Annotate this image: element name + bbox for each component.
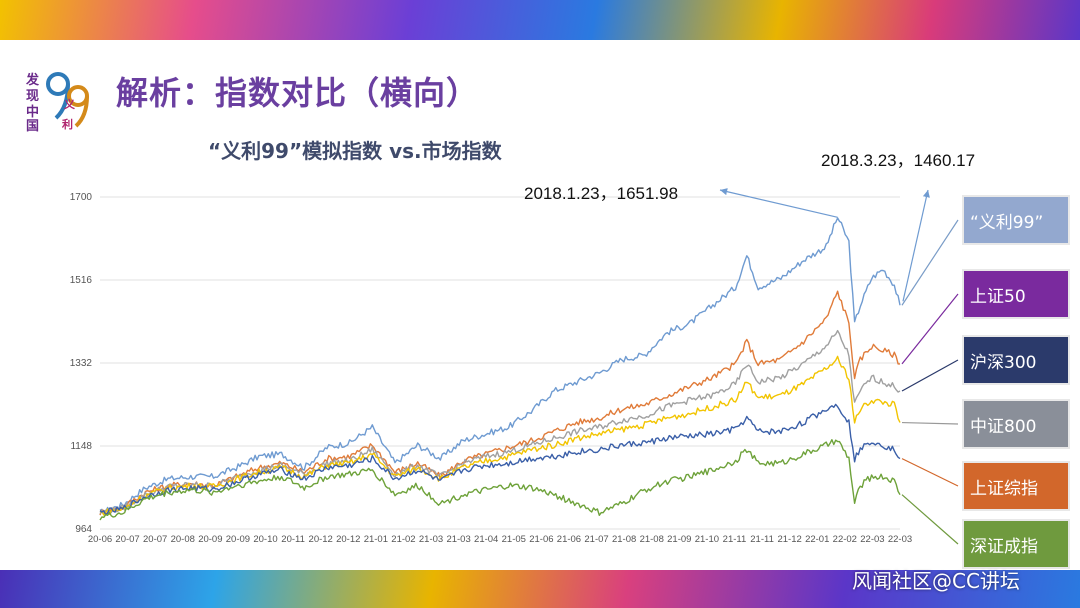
x-tick-label: 21-08 [640, 534, 664, 545]
x-tick-label: 21-06 [557, 534, 581, 545]
x-tick-label: 20-08 [171, 534, 195, 545]
legend-zz800: 中证800 [962, 399, 1070, 449]
decorative-bottom-band [0, 570, 1080, 608]
logo-icon: 发 现 中 国 义 利 [25, 72, 89, 132]
x-tick-label: 21-06 [529, 534, 553, 545]
legend-connector [901, 359, 959, 392]
x-tick-label: 22-03 [888, 534, 912, 545]
legend-connector [901, 494, 959, 545]
legend-connector [901, 219, 959, 306]
x-tick-label: 21-02 [391, 534, 415, 545]
x-tick-label: 21-10 [695, 534, 719, 545]
x-tick-label: 21-09 [667, 534, 691, 545]
legend-szzz: 上证综指 [962, 461, 1070, 511]
x-tick-label: 21-03 [419, 534, 443, 545]
x-tick-label: 20-09 [198, 534, 222, 545]
x-tick-label: 21-07 [584, 534, 608, 545]
x-tick-label: 20-12 [309, 534, 333, 545]
logo-text-3: 中 [26, 104, 39, 120]
x-tick-label: 20-09 [226, 534, 250, 545]
watermark: 风闻社区@CC讲坛 [852, 569, 1020, 593]
series-line [99, 329, 901, 515]
legend-label: 深证成指 [970, 536, 1038, 557]
x-tick-label: 20-07 [115, 534, 139, 545]
x-tick-label: 21-05 [502, 534, 526, 545]
page-title: 解析：指数对比（横向） [116, 74, 480, 112]
x-tick-label: 22-01 [805, 534, 829, 545]
series-line [99, 403, 901, 516]
legend-label: 上证综指 [970, 478, 1038, 499]
series-line [99, 439, 901, 521]
x-tick-label: 21-08 [612, 534, 636, 545]
y-tick-label: 1516 [70, 275, 93, 286]
annotation-arrow [719, 188, 838, 218]
annotation-peak: 2018.1.23，1651.98 [524, 184, 679, 203]
logo-text-6: 利 [62, 117, 73, 131]
logo-text-2: 现 [26, 89, 39, 104]
x-tick-label: 21-11 [750, 534, 774, 545]
series-line [99, 290, 900, 516]
x-tick-label: 21-01 [364, 534, 388, 545]
x-tick-label: 20-12 [336, 534, 360, 545]
y-tick-label: 1700 [70, 192, 93, 203]
legend-connector [901, 293, 959, 365]
decorative-top-band [0, 0, 1080, 40]
legend-sz50: 上证50 [962, 269, 1070, 319]
y-tick-label: 1332 [70, 358, 93, 369]
legend-yili99: “义利99” [962, 195, 1070, 245]
logo-text-1: 发 [25, 72, 40, 88]
series-line [99, 217, 901, 515]
legend-hs300: 沪深300 [962, 335, 1070, 385]
chart-title: “义利99”模拟指数 vs.市场指数 [208, 139, 502, 163]
legend-label: “义利99” [970, 212, 1044, 233]
legend-label: 上证50 [970, 286, 1026, 307]
x-tick-label: 21-12 [777, 534, 801, 545]
logo-text-5: 义 [64, 97, 76, 111]
annotation-arrow [902, 189, 930, 302]
x-tick-label: 21-03 [446, 534, 470, 545]
legend-label: 中证800 [970, 416, 1037, 437]
x-tick-label: 20-06 [88, 534, 112, 545]
logo-text-4: 国 [26, 119, 39, 132]
x-tick-label: 20-07 [143, 534, 167, 545]
x-tick-label: 22-02 [833, 534, 857, 545]
legend-connector [901, 458, 959, 487]
y-tick-label: 964 [75, 524, 92, 535]
x-tick-label: 20-11 [281, 534, 305, 545]
legend-connector [901, 421, 959, 425]
x-tick-label: 20-10 [253, 534, 277, 545]
legend-label: 沪深300 [970, 352, 1037, 373]
x-tick-label: 22-03 [860, 534, 884, 545]
y-tick-label: 1148 [70, 441, 92, 452]
x-tick-label: 21-04 [474, 534, 498, 545]
x-tick-label: 21-11 [723, 534, 747, 545]
annotation-latest: 2018.3.23，1460.17 [821, 151, 976, 170]
legend-szcz: 深证成指 [962, 519, 1070, 569]
